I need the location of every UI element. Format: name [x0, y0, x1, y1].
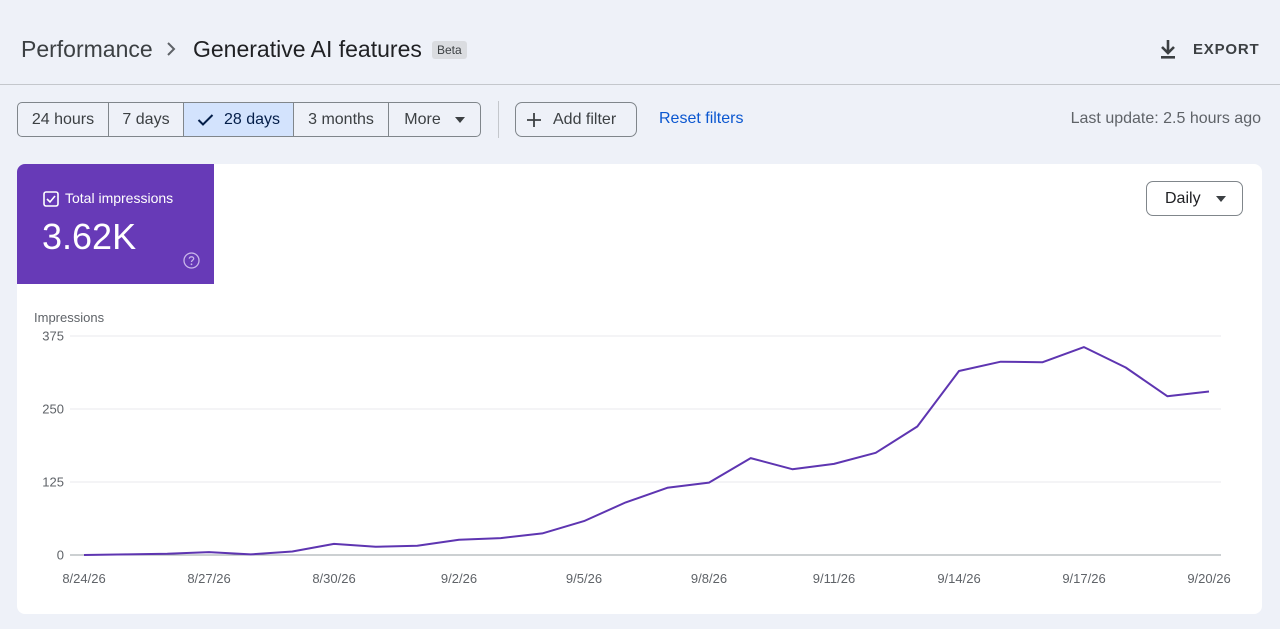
page-title: Generative AI features [193, 36, 422, 62]
caret-down-icon [1216, 196, 1226, 202]
checkbox-checked-icon[interactable] [43, 191, 59, 207]
caret-down-icon [454, 116, 465, 123]
help-icon[interactable] [183, 252, 200, 269]
export-button[interactable]: EXPORT [1156, 34, 1259, 64]
beta-badge: Beta [432, 41, 467, 59]
metric-label: Total impressions [65, 190, 174, 206]
metric-total-impressions[interactable]: Total impressions 3.62K [17, 164, 214, 284]
granularity-dropdown[interactable]: Daily [1146, 181, 1243, 216]
date-range-more[interactable]: More [389, 103, 480, 136]
add-filter-button[interactable]: Add filter [515, 102, 637, 137]
plus-icon [527, 112, 541, 127]
date-range-3-months[interactable]: 3 months [294, 103, 389, 136]
granularity-label: Daily [1165, 189, 1201, 207]
add-filter-label: Add filter [553, 110, 617, 128]
date-range-label: 24 hours [31, 110, 95, 128]
date-range-7-days[interactable]: 7 days [109, 103, 184, 136]
date-range-selector: 24 hours 7 days 28 days 3 months More [17, 102, 481, 137]
chevron-right-icon [167, 42, 176, 56]
breadcrumb-performance[interactable]: Performance [21, 36, 153, 62]
date-range-label: More [404, 110, 441, 128]
download-icon [1161, 40, 1175, 59]
toolbar-divider [498, 101, 499, 138]
check-icon [197, 113, 214, 126]
date-range-label: 3 months [308, 110, 374, 128]
date-range-label: 28 days [223, 110, 281, 128]
date-range-24-hours[interactable]: 24 hours [18, 103, 109, 136]
last-update-text: Last update: 2.5 hours ago [1070, 110, 1261, 127]
reset-filters-link[interactable]: Reset filters [659, 110, 744, 127]
page-header: Performance Generative AI features Beta … [0, 0, 1280, 85]
date-range-28-days[interactable]: 28 days [184, 103, 294, 136]
metric-value: 3.62K [42, 216, 137, 257]
date-range-label: 7 days [122, 110, 170, 128]
export-label: EXPORT [1193, 40, 1260, 58]
